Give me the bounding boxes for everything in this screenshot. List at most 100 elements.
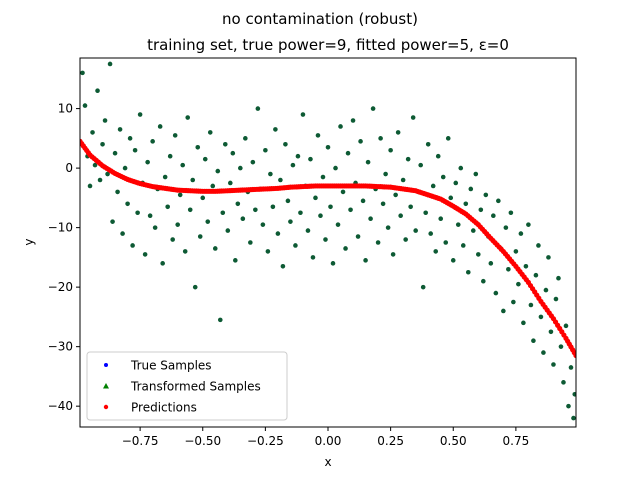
sample-point-102 [335,222,341,227]
sample-point-161 [483,192,489,198]
sample-point-169 [503,225,509,230]
sample-point-154 [465,269,471,275]
sample-point-153 [463,201,469,207]
sample-point-33 [162,174,168,180]
sample-point-141 [433,249,439,254]
sample-point-51 [207,130,213,135]
sample-point-110 [355,234,361,239]
sample-point-45 [192,284,198,290]
sample-point-28 [150,139,155,144]
sample-point-32 [160,261,165,266]
sample-point-18 [125,201,130,207]
sample-point-183 [538,314,544,320]
x-tick-label: −0.75 [122,434,159,448]
sample-point-113 [363,258,368,263]
sample-point-56 [220,210,226,216]
sample-point-86 [295,153,301,159]
sample-point-9 [102,118,108,123]
sample-point-188 [551,362,556,367]
sample-point-68 [250,159,256,165]
sample-point-6 [95,88,100,94]
sample-point-155 [468,186,474,192]
sample-point-105 [343,246,348,251]
sample-point-41 [182,249,188,254]
sample-point-62 [235,201,241,207]
y-tick-label: −30 [48,340,73,354]
sample-point-136 [420,284,426,290]
sample-point-126 [395,130,401,135]
sample-point-96 [320,174,326,180]
sample-point-65 [243,136,248,141]
sample-point-98 [325,144,331,150]
x-tick-label: 0.00 [315,434,342,448]
sample-point-60 [230,150,236,156]
sample-point-165 [493,290,499,296]
sample-point-15 [117,127,123,132]
sample-point-138 [425,142,431,147]
sample-point-14 [115,189,120,195]
sample-point-5 [92,162,98,168]
predictions-layer [80,138,576,359]
sample-point-115 [368,216,373,221]
sample-point-52 [210,183,216,189]
y-axis-ticks: −40 −30 −20 −10 0 10 [48,102,80,413]
y-tick-label: 10 [58,102,73,116]
legend-marker-predictions [103,404,109,410]
sample-point-101 [333,165,338,171]
sample-point-173 [513,249,519,254]
sample-point-93 [313,195,318,201]
sample-point-0 [80,70,85,76]
x-tick-label: 0.50 [440,434,467,448]
sample-point-78 [275,231,281,236]
sample-point-181 [533,272,539,278]
sample-point-12 [110,219,115,224]
y-axis-label: y [22,238,36,245]
sample-point-83 [288,219,293,224]
sample-point-172 [511,299,516,305]
sample-point-158 [476,252,481,257]
sample-point-124 [390,252,396,257]
sample-point-43 [187,207,193,213]
sample-point-128 [400,177,406,183]
sample-point-166 [496,198,501,204]
sample-point-129 [403,237,408,242]
sample-point-144 [440,174,446,180]
sample-point-150 [455,222,461,227]
legend-label-predictions: Predictions [131,401,197,415]
x-tick-label: 0.75 [503,434,530,448]
sample-point-61 [233,258,238,263]
sample-point-67 [248,240,253,245]
sample-point-112 [360,198,366,204]
sample-point-82 [285,198,291,204]
sample-point-53 [212,246,218,251]
sample-point-168 [501,308,506,314]
sample-point-163 [488,261,494,266]
y-tick-label: −40 [48,399,73,413]
sample-point-147 [448,195,454,201]
legend-box [86,351,288,421]
sample-point-104 [340,189,346,195]
sample-point-186 [546,255,551,260]
sample-point-23 [137,112,143,117]
sample-point-92 [310,255,316,260]
sample-point-76 [270,204,276,210]
sample-point-187 [548,329,554,335]
sample-point-149 [453,180,459,186]
sample-point-3 [87,183,93,189]
sample-point-13 [112,150,118,156]
legend: True Samples Transformed Samples Predict… [86,351,288,421]
sample-point-130 [405,156,411,162]
sample-point-175 [518,231,524,236]
x-tick-label: −0.25 [247,434,284,448]
sample-point-132 [410,115,416,120]
sample-point-54 [215,168,221,174]
sample-point-26 [145,159,150,165]
sample-point-59 [228,180,233,186]
sample-point-55 [217,317,223,323]
sample-point-94 [315,133,321,138]
sample-point-145 [443,240,449,245]
sample-point-127 [398,213,403,219]
sample-point-156 [470,228,476,233]
chart-title: no contamination (robust) [222,10,418,28]
sample-point-46 [195,144,201,150]
